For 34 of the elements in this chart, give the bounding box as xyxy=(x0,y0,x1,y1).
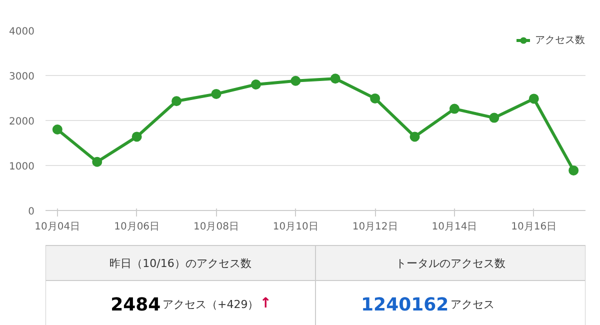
point xyxy=(211,88,222,99)
y-tick-label: 3000 xyxy=(9,72,35,82)
text: 昨日（10/16）のアクセス数 xyxy=(110,257,252,270)
text: トータルのアクセス数 xyxy=(396,257,506,270)
text: アクセス xyxy=(450,298,494,311)
point xyxy=(528,94,539,104)
point xyxy=(52,124,62,134)
point xyxy=(330,74,340,84)
x-tick-label: 10月10日 xyxy=(272,222,318,232)
x-tick-label: 10月12日 xyxy=(352,222,398,232)
x-tick-label: 10月06日 xyxy=(114,222,160,232)
x-tick-label: 10月16日 xyxy=(511,222,557,232)
y-tick-label: 1000 xyxy=(9,162,35,172)
point xyxy=(568,165,579,176)
point xyxy=(449,104,460,114)
text: アクセス（+429） xyxy=(162,298,259,311)
y-tick-label: 2000 xyxy=(9,116,35,128)
x-tick-label: 10月14日 xyxy=(432,222,478,232)
point xyxy=(410,132,420,142)
x-tick-label: 10月04日 xyxy=(34,222,80,232)
x-tick-label: 10月08日 xyxy=(194,222,239,232)
point xyxy=(250,80,261,90)
text: 1240162 xyxy=(361,294,449,316)
legend-label: アクセス数 xyxy=(535,34,585,47)
point xyxy=(290,76,301,86)
y-tick-label: 0 xyxy=(28,206,35,218)
text: ↑ xyxy=(260,296,272,312)
y-tick-label: 4000 xyxy=(9,26,35,38)
point xyxy=(92,156,102,167)
point xyxy=(370,93,380,104)
point xyxy=(489,112,500,123)
text: 2484 xyxy=(110,294,161,316)
point xyxy=(132,132,142,142)
point xyxy=(172,96,182,106)
